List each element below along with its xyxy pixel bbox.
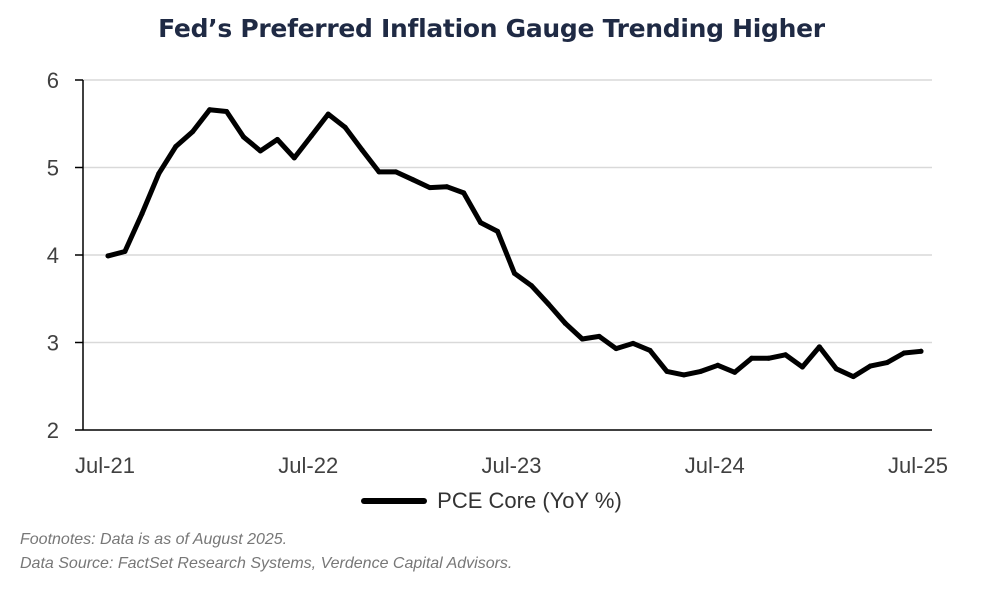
axes xyxy=(75,79,932,431)
data-point xyxy=(596,333,602,339)
data-point xyxy=(410,177,416,183)
data-point xyxy=(715,362,721,368)
data-point xyxy=(833,366,839,372)
data-point xyxy=(528,283,534,289)
data-point xyxy=(359,147,365,153)
data-point xyxy=(224,109,230,114)
data-point xyxy=(562,320,568,326)
chart-title: Fed’s Preferred Inflation Gauge Trending… xyxy=(158,14,825,43)
data-point xyxy=(918,348,924,354)
legend: PCE Core (YoY %) xyxy=(0,488,983,514)
tick-labels: 2 3 4 5 6 Jul-21 Jul-22 Jul-23 Jul-24 Jul-25 xyxy=(47,68,948,478)
x-tick-label: Jul-23 xyxy=(482,453,542,478)
data-point xyxy=(257,148,263,154)
data-point xyxy=(376,169,382,175)
data-point xyxy=(393,169,399,175)
data-point xyxy=(207,107,213,113)
data-point xyxy=(579,336,585,342)
data-point xyxy=(308,133,314,139)
data-point xyxy=(342,124,348,130)
data-point xyxy=(478,220,484,226)
data-point xyxy=(732,369,738,375)
data-point xyxy=(630,340,636,346)
series-line-pce-core xyxy=(105,107,924,380)
data-point xyxy=(122,249,128,254)
data-point xyxy=(156,171,162,177)
data-point xyxy=(613,346,619,352)
legend-swatch xyxy=(361,498,428,504)
data-point xyxy=(698,368,704,374)
data-point xyxy=(105,253,111,259)
footnote-date: Footnotes: Data is as of August 2025. xyxy=(20,531,288,548)
y-tick-label: 3 xyxy=(47,331,59,356)
legend-label: PCE Core (YoY %) xyxy=(437,488,622,513)
data-point xyxy=(901,350,907,356)
data-point xyxy=(241,134,246,140)
x-tick-label: Jul-24 xyxy=(685,453,745,478)
data-point xyxy=(512,270,517,276)
grid-lines xyxy=(83,79,932,344)
y-tick-label: 2 xyxy=(47,418,59,443)
data-point xyxy=(850,374,856,380)
data-point xyxy=(173,144,179,149)
data-point xyxy=(427,185,433,191)
x-tick-label: Jul-22 xyxy=(278,453,338,478)
data-point xyxy=(647,347,653,353)
x-tick-label: Jul-21 xyxy=(75,453,135,478)
y-tick-label: 5 xyxy=(47,156,59,181)
y-tick-label: 4 xyxy=(47,243,59,268)
data-point xyxy=(766,355,772,361)
data-point xyxy=(749,355,755,361)
y-tick-label: 6 xyxy=(47,68,59,93)
data-point xyxy=(325,111,331,117)
data-point xyxy=(444,184,450,190)
data-point xyxy=(461,190,467,196)
data-point xyxy=(884,360,890,366)
data-point xyxy=(274,137,280,142)
data-point xyxy=(681,372,687,378)
data-point xyxy=(190,129,196,135)
data-point xyxy=(816,344,822,350)
data-point xyxy=(783,352,788,358)
data-point xyxy=(867,363,873,369)
data-point xyxy=(291,155,297,161)
x-tick-label: Jul-25 xyxy=(888,453,948,478)
data-point xyxy=(545,301,551,307)
data-point xyxy=(495,228,501,234)
data-point xyxy=(799,364,805,370)
data-point xyxy=(664,368,670,374)
footnote-source: Data Source: FactSet Research Systems, V… xyxy=(20,555,513,572)
data-point xyxy=(139,211,145,217)
series-layer xyxy=(105,107,924,380)
